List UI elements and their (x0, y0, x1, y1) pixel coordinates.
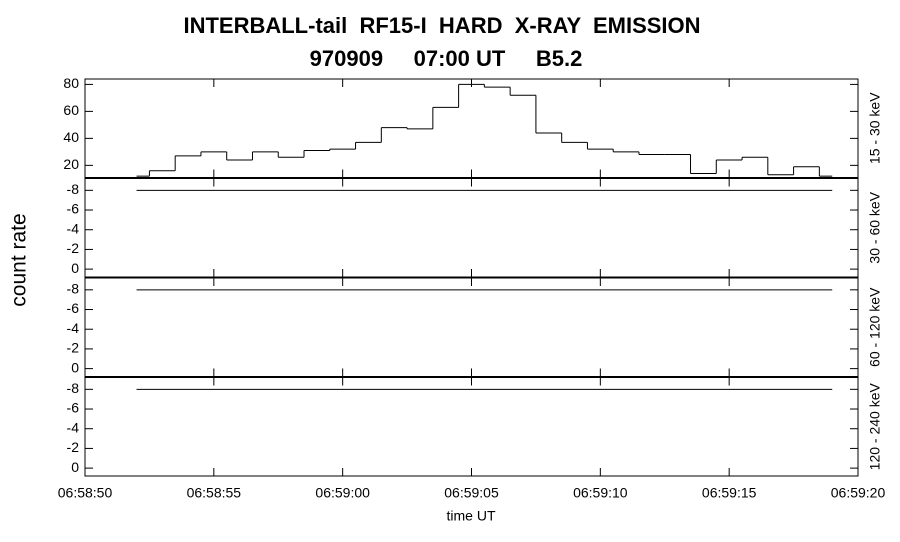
chart-title: INTERBALL-tail RF15-I HARD X-RAY EMISSIO… (183, 13, 700, 38)
y-tick-label: 0 (71, 359, 79, 375)
x-tick-label: 06:59:15 (702, 485, 757, 501)
y-tick-label: -6 (67, 400, 80, 416)
x-tick-label: 06:58:50 (58, 485, 113, 501)
y-tick-label: -4 (67, 419, 80, 435)
y-tick-label: -4 (67, 220, 80, 236)
y-axis-label: count rate (8, 213, 31, 306)
y-tick-label: 20 (63, 156, 79, 172)
x-tick-label: 06:59:00 (315, 485, 370, 501)
x-tick-label: 06:59:10 (573, 485, 628, 501)
band-label: 30 - 60 keV (867, 191, 883, 263)
y-tick-label: -2 (67, 240, 80, 256)
chart-subtitle: 970909 07:00 UT B5.2 (310, 46, 583, 71)
band-label: 60 - 120 keV (867, 287, 883, 367)
y-tick-label: -8 (67, 281, 80, 297)
x-tick-label: 06:59:20 (831, 485, 886, 501)
band-label: 15 - 30 keV (867, 92, 883, 164)
y-tick-label: -2 (67, 340, 80, 356)
y-tick-label: -6 (67, 300, 80, 316)
y-tick-label: 80 (63, 75, 79, 91)
y-tick-label: 40 (63, 129, 79, 145)
y-tick-label: -4 (67, 320, 80, 336)
y-tick-label: 60 (63, 102, 79, 118)
band-label: 120 - 240 keV (867, 383, 883, 471)
x-tick-label: 06:59:05 (444, 485, 499, 501)
y-tick-label: -8 (67, 380, 80, 396)
y-tick-label: 0 (71, 260, 79, 276)
x-tick-label: 06:58:55 (187, 485, 242, 501)
y-tick-label: -6 (67, 201, 80, 217)
x-axis-label: time UT (447, 508, 496, 524)
histogram-riser (148, 84, 820, 177)
y-tick-label: 0 (71, 459, 79, 475)
y-tick-label: -8 (67, 181, 80, 197)
y-tick-label: -2 (67, 439, 80, 455)
